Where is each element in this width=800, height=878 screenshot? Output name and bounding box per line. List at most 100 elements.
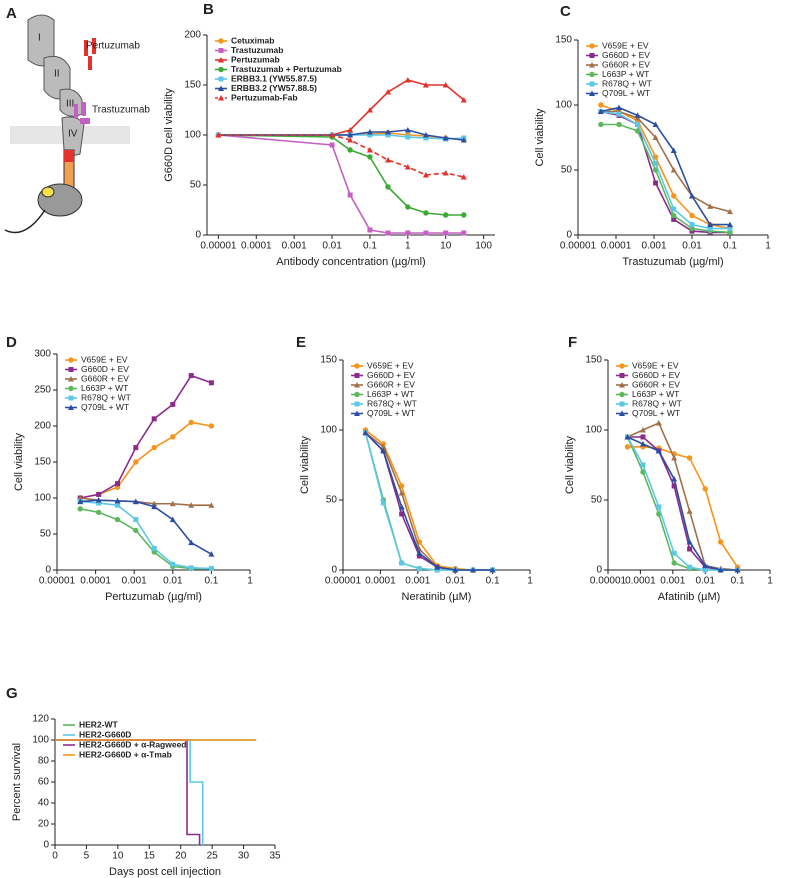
marker [727,229,733,236]
x-tick-label: 0 [52,851,58,862]
x-tick-label: 15 [144,851,156,862]
legend-marker [218,76,224,82]
y-tick-label: 100 [320,425,337,436]
series-line [626,436,738,571]
marker [689,212,695,219]
y-tick-label: 0 [45,565,51,576]
y-tick-label: 0 [566,230,572,241]
marker [639,441,646,447]
marker [215,132,222,138]
marker [687,564,693,570]
x-tick-label: 0.0001 [80,576,111,587]
marker [671,550,677,556]
series-line [627,421,738,571]
marker [366,147,373,153]
marker [707,221,714,228]
x-tick-label: 0.00001 [325,576,362,587]
marker [727,226,733,231]
x-tick-label: 0.1 [204,576,218,587]
legend-marker [354,401,360,407]
legend-marker [589,43,595,49]
marker [188,373,194,379]
marker [461,230,467,236]
legend-label: G660D + EV [632,370,680,380]
legend-label: R678Q + WT [602,78,652,88]
marker [115,502,121,508]
x-tick-label: 0.001 [405,576,430,587]
marker [77,498,84,505]
marker [423,135,429,141]
series-line [218,134,464,234]
marker [132,498,139,505]
marker [416,553,422,559]
legend-marker [354,410,360,416]
x-tick-label: 0.0001 [601,241,632,252]
y-tick-label: 0 [596,565,602,576]
y-tick-label: 80 [38,756,50,767]
legend-marker [589,81,595,87]
marker [671,206,677,212]
marker [422,172,429,178]
legend-label: HER2-G660D + α-Ragweed [79,739,187,749]
marker [470,567,477,573]
marker [367,227,373,233]
legend-marker [354,373,360,378]
legend-marker [589,71,595,78]
marker [434,567,440,573]
marker [329,142,335,148]
marker [670,167,677,173]
legend-marker [619,363,625,369]
y-tick-label: 120 [32,714,49,725]
legend-marker [218,38,224,44]
y-tick-label: 200 [184,30,201,41]
legend-label: G660D + EV [81,364,129,374]
legend-label: ERBB3.1 (YW55.87.5) [231,73,317,83]
legend-label: V659E + EV [367,360,414,370]
pertuzumab-icon [84,38,96,70]
y-axis-label: G660D cell viability [163,88,175,182]
x-tick-label: 25 [207,851,219,862]
y-tick-label: 150 [585,355,602,366]
y-tick-label: 150 [184,80,201,91]
diagram-label: II [54,69,60,80]
diagram-label: Pertuzumab [86,41,140,52]
kinase-lobe [41,186,55,198]
marker [399,560,405,566]
marker [399,511,405,517]
marker [727,221,733,228]
marker [405,204,411,210]
legend-label: G660D + EV [602,50,650,60]
series-line [80,500,212,570]
marker [652,121,659,127]
y-tick-label: 60 [38,777,50,788]
marker [208,502,215,508]
marker [598,121,604,128]
marker [115,481,121,487]
marker [96,500,102,506]
marker [423,230,429,236]
y-tick-label: 0 [195,230,201,241]
marker [151,416,157,422]
series-line [627,436,738,571]
x-tick-label: 20 [175,851,187,862]
x-tick-label: 0.01 [682,241,702,252]
legend-label: Q709L + WT [367,408,415,418]
marker [114,497,121,504]
marker [347,147,353,153]
marker [652,134,659,140]
marker [398,483,405,489]
marker [670,147,677,153]
x-tick-label: 5 [84,851,90,862]
legend-label: G660D + EV [367,370,415,380]
marker [423,210,429,216]
legend-label: R678Q + WT [632,398,682,408]
y-tick-label: 0 [331,565,337,576]
marker [634,112,641,118]
legend-label: V659E + EV [632,360,679,370]
panel-letter: E [296,334,306,351]
marker [95,497,102,503]
marker [133,517,139,523]
y-axis-label: Cell viability [13,432,25,491]
